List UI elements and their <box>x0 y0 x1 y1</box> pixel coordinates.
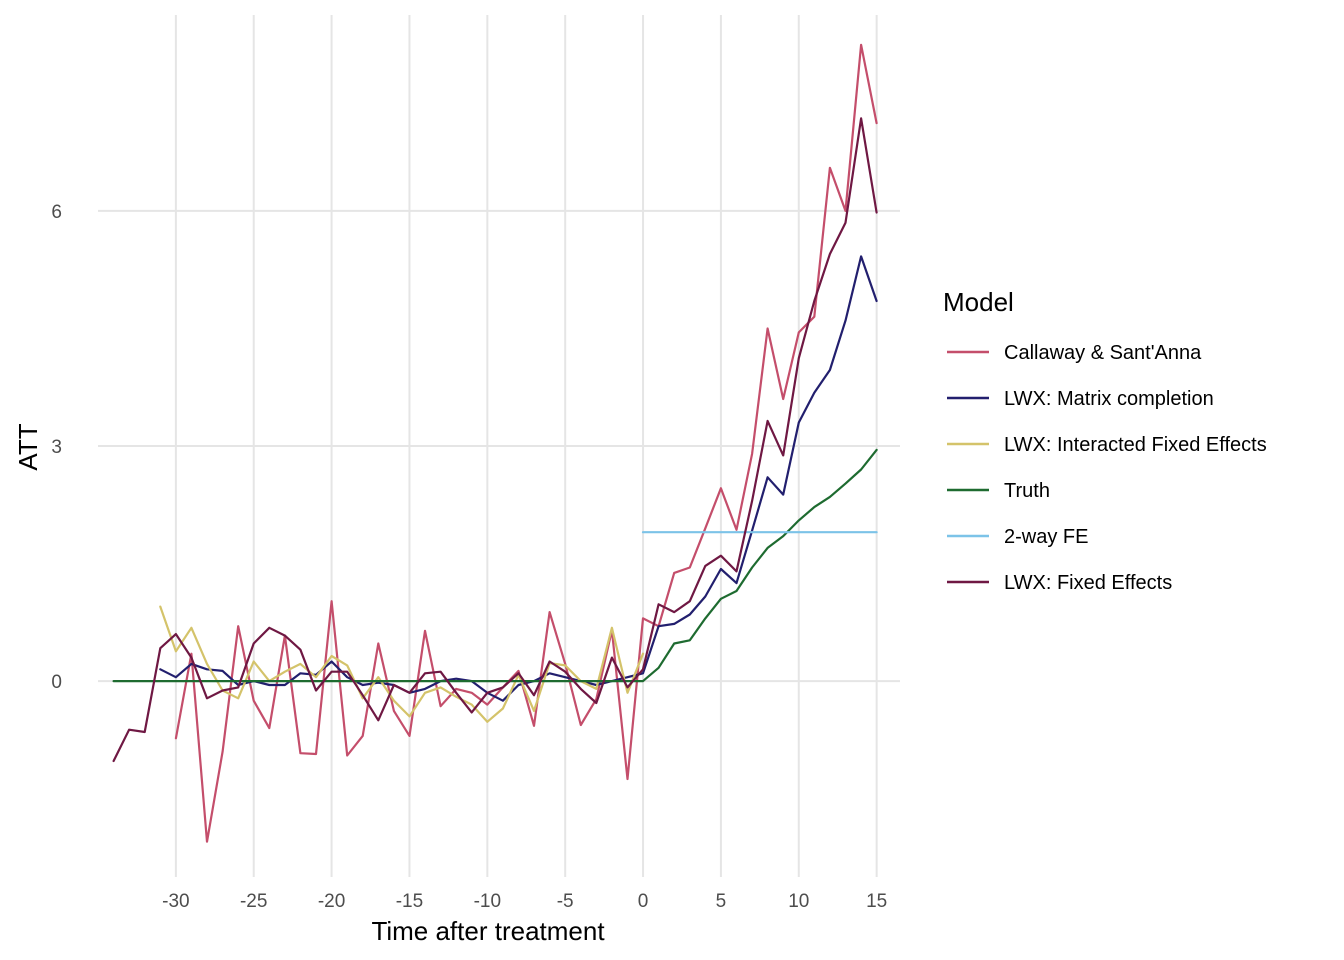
legend-label: LWX: Fixed Effects <box>1004 572 1172 594</box>
x-tick-label: -10 <box>474 891 501 912</box>
x-tick-label: -5 <box>557 891 574 912</box>
series-line-3 <box>112 448 878 683</box>
legend-item: LWX: Matrix completion <box>947 388 1214 410</box>
x-tick-label: -30 <box>162 891 189 912</box>
legend-label: Truth <box>1004 480 1050 502</box>
legend: Model Callaway & Sant'Anna LWX: Matrix co… <box>943 287 1267 594</box>
series-line-2 <box>159 605 645 723</box>
legend-title: Model <box>943 287 1014 317</box>
legend-item: 2-way FE <box>947 526 1088 548</box>
series-lines <box>112 43 878 843</box>
x-tick-label: -15 <box>396 891 423 912</box>
legend-item: LWX: Interacted Fixed Effects <box>947 434 1267 456</box>
legend-label: LWX: Interacted Fixed Effects <box>1004 434 1267 456</box>
x-tick-label: -25 <box>240 891 267 912</box>
y-axis-tick-labels: 0 3 6 <box>51 202 62 693</box>
series-line-5 <box>112 117 878 763</box>
x-tick-label: 5 <box>716 891 727 912</box>
legend-item: Truth <box>947 480 1050 502</box>
y-tick-label: 3 <box>51 437 62 458</box>
x-tick-label: 0 <box>638 891 649 912</box>
x-tick-label: 15 <box>866 891 887 912</box>
x-axis-title: Time after treatment <box>371 916 605 946</box>
legend-item: Callaway & Sant'Anna <box>947 342 1202 364</box>
x-axis-tick-labels: -30 -25 -20 -15 -10 -5 0 5 10 15 <box>162 891 887 912</box>
series-line-0 <box>174 43 878 843</box>
x-tick-label: 10 <box>788 891 809 912</box>
x-tick-label: -20 <box>318 891 345 912</box>
legend-item: LWX: Fixed Effects <box>947 572 1172 594</box>
y-axis-title: ATT <box>13 423 43 470</box>
y-tick-label: 6 <box>51 202 62 223</box>
legend-label: 2-way FE <box>1004 526 1088 548</box>
series-line-1 <box>159 255 878 702</box>
legend-label: Callaway & Sant'Anna <box>1004 342 1202 364</box>
legend-label: LWX: Matrix completion <box>1004 388 1214 410</box>
y-tick-label: 0 <box>51 672 62 693</box>
